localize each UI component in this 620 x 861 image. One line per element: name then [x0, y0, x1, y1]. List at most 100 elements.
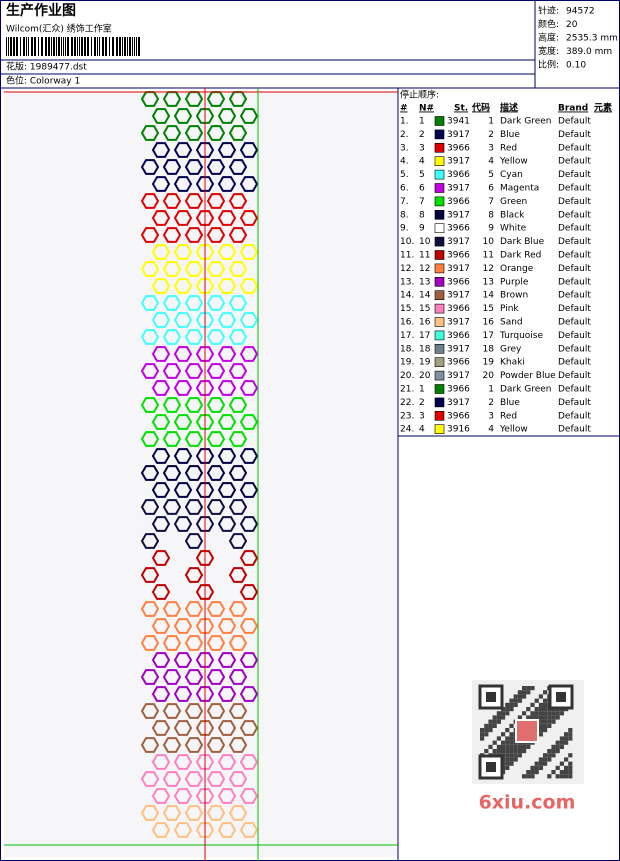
row-needle: 1 [419, 385, 425, 395]
qr-cell [522, 690, 527, 695]
hexagon [173, 312, 193, 328]
qr-cell [543, 711, 548, 716]
qr-cell [555, 774, 560, 779]
row-index: 17. [400, 331, 414, 341]
qr-cell [509, 732, 514, 737]
qr-cell [480, 728, 485, 733]
qr-cell [513, 702, 518, 707]
row-desc: Black [500, 210, 525, 220]
color-swatch [434, 250, 445, 260]
row-desc: Yellow [499, 157, 528, 167]
hexagon [217, 482, 237, 498]
hexagon [239, 550, 259, 566]
barcode-bar [20, 37, 21, 56]
qr-cell [547, 774, 552, 779]
row-stitches: 3966 [447, 304, 470, 314]
qr-cell [496, 749, 501, 754]
barcode-bar [112, 37, 114, 56]
row-index: 4. [400, 157, 409, 167]
barcode-bar [45, 37, 47, 56]
color-swatch [434, 129, 445, 140]
hexagon [228, 363, 248, 379]
hexagon [173, 176, 193, 192]
barcode-bar [129, 37, 131, 56]
qr-cell [530, 774, 535, 779]
barcode-bar [56, 37, 57, 56]
row-brand: Default [558, 264, 591, 274]
hexagon [206, 499, 226, 515]
hexagon [151, 822, 171, 838]
hexagon [217, 720, 237, 736]
qr-cell [517, 690, 522, 695]
hexagon [173, 754, 193, 770]
row-code: 16 [483, 318, 495, 328]
hexagon [151, 584, 171, 600]
color-swatch [434, 370, 445, 381]
row-stitches: 3917 [447, 318, 470, 328]
row-index: 5. [400, 170, 409, 180]
row-brand: Default [558, 143, 591, 153]
row-code: 17 [483, 331, 494, 341]
row-stitches: 3917 [447, 237, 470, 247]
hexagon [195, 822, 215, 838]
qr-cell [538, 723, 543, 728]
qr-cell [509, 753, 514, 758]
hexagon [162, 363, 182, 379]
color-swatch [434, 357, 445, 368]
hexagon [195, 788, 215, 804]
row-stitches: 3917 [447, 398, 470, 408]
row-index: 23. [400, 411, 414, 421]
row-desc: Blue [500, 130, 520, 140]
row-brand: Default [558, 385, 591, 395]
qr-cell [538, 761, 543, 766]
row-code: 8 [488, 210, 494, 220]
hexagon [140, 499, 160, 515]
hexagon [206, 669, 226, 685]
qr-cell [559, 736, 564, 741]
hexagon [206, 771, 226, 787]
row-brand: Default [558, 117, 591, 127]
qr-cell [526, 686, 531, 691]
color-swatch [434, 116, 445, 126]
hexagon [184, 227, 204, 243]
hexagon [162, 703, 182, 719]
table-title: 停止顺序: [400, 89, 439, 101]
hexagon [206, 261, 226, 277]
hexagon [140, 431, 160, 447]
hexagon [239, 788, 259, 804]
row-stitches: 3916 [447, 425, 470, 435]
hexagon [184, 363, 204, 379]
hexagon [217, 176, 237, 192]
row-index: 12. [400, 264, 414, 274]
hexagon [239, 448, 259, 464]
hexagon [184, 635, 204, 651]
qr-cell [559, 774, 564, 779]
qr-cell [509, 744, 514, 749]
row-stitches: 3966 [447, 251, 470, 261]
row-index: 6. [400, 184, 409, 194]
hexagon [239, 618, 259, 634]
row-needle: 3 [419, 143, 425, 153]
qr-cell [547, 719, 552, 724]
qr-cell [559, 770, 564, 775]
hexagon [228, 295, 248, 311]
hexagon [217, 414, 237, 430]
qr-cell [480, 736, 485, 741]
hexagon [228, 601, 248, 617]
hexagon [184, 805, 204, 821]
table-header: Brand [558, 104, 588, 114]
info-value: 94572 [566, 7, 595, 17]
barcode-bar [61, 37, 62, 56]
qr-cell [505, 761, 510, 766]
row-desc: White [500, 224, 527, 234]
hexagon [151, 686, 171, 702]
row-desc: Dark Green [500, 385, 551, 395]
qr-cell [538, 711, 543, 716]
hexagon [184, 669, 204, 685]
qr-cell [538, 719, 543, 724]
row-code: 4 [488, 157, 494, 167]
hexagon [184, 567, 204, 583]
row-code: 20 [483, 371, 495, 381]
qr-cell [522, 749, 527, 754]
